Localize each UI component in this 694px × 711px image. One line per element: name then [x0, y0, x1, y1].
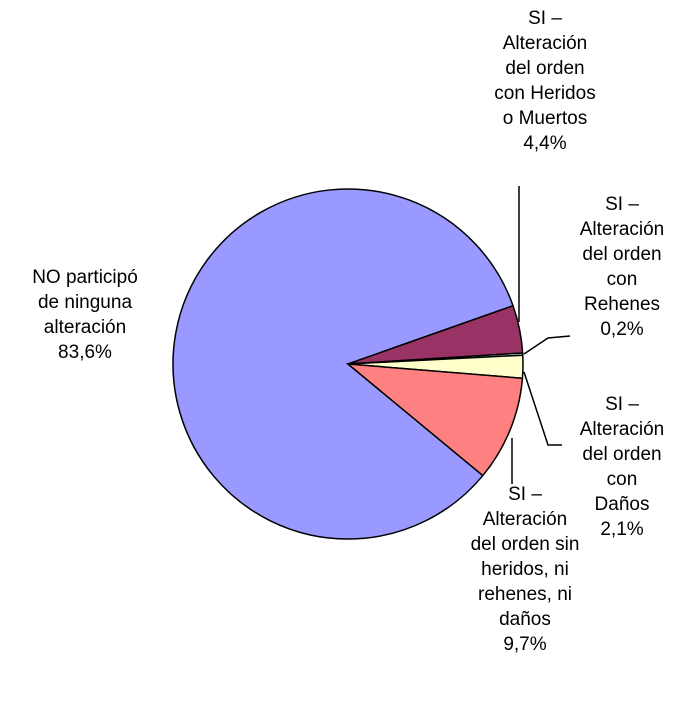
- label: SI – Alteración del orden sin heridos, n…: [471, 482, 580, 657]
- category-label: SI – Alteración del orden sin heridos, n…: [470, 484, 580, 630]
- label: SI – Alteración del orden con Rehenes 0,2…: [580, 192, 665, 342]
- category-label: SI – Alteración del orden con Rehenes: [579, 194, 665, 315]
- value-label: 0,2%: [600, 319, 644, 340]
- value-label: 2,1%: [600, 519, 644, 540]
- category-label: SI – Alteración del orden con Heridos o …: [494, 8, 596, 129]
- label: SI – Alteración del orden con Daños 2,1%: [580, 392, 665, 542]
- leader-line: [523, 371, 562, 446]
- leader-line: [523, 335, 571, 355]
- leader-lines: [511, 186, 571, 484]
- pie-slice: [172, 188, 514, 540]
- label: NO participó de ninguna alteración 83,6%: [32, 265, 138, 365]
- pie-slice: [345, 363, 524, 477]
- value-label: 83,6%: [58, 342, 112, 363]
- category-label: SI – Alteración del orden con Daños: [579, 394, 665, 515]
- value-label: 4,4%: [523, 133, 567, 154]
- label: SI – Alteración del orden con Heridos o …: [494, 6, 595, 156]
- value-label: 9,7%: [503, 634, 547, 655]
- category-label: NO participó de ninguna alteración: [32, 267, 138, 338]
